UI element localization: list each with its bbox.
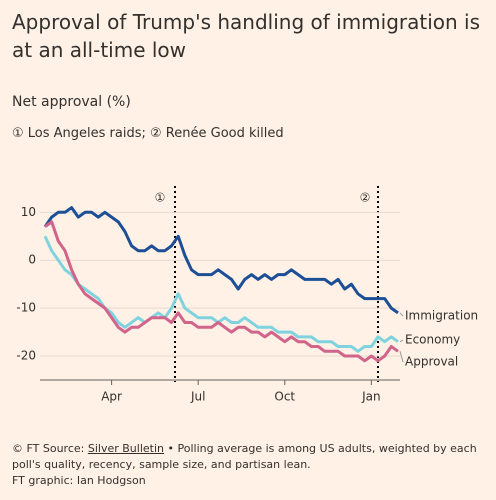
source-link[interactable]: Silver Bulletin: [87, 442, 164, 455]
x-tick-label: Jan: [361, 390, 381, 404]
y-tick-label: -20: [16, 349, 36, 363]
title: Approval of Trump's handling of immigrat…: [12, 10, 481, 62]
legend-label: Immigration: [405, 309, 478, 323]
label-leader: [399, 312, 404, 317]
event-marker: ②: [360, 191, 371, 205]
series-line: [43, 235, 399, 353]
subtitle: Net approval (%): [12, 94, 131, 110]
footer: © FT Source: Silver Bulletin • Polling a…: [12, 441, 490, 489]
series-line: [44, 220, 399, 363]
copyright: © FT: [12, 442, 40, 455]
legend-label: Approval: [405, 355, 458, 369]
label-leader: [399, 351, 404, 363]
y-tick-label: 0: [28, 253, 36, 267]
credit: FT graphic: Ian Hodgson: [12, 474, 146, 487]
y-tick-label: -10: [16, 301, 36, 315]
x-tick-label: Jul: [190, 390, 205, 404]
source-note: • Polling average is among US adults, we…: [12, 442, 477, 471]
x-tick-label: Apr: [101, 390, 122, 404]
source-label: Source:: [42, 442, 85, 455]
legend-label: Economy: [405, 333, 460, 347]
x-tick-label: Oct: [274, 390, 295, 404]
note: ① Los Angeles raids; ② Renée Good killed: [12, 126, 284, 141]
event-marker: ①: [155, 191, 166, 205]
series-line: [43, 206, 399, 315]
label-leader: [399, 339, 404, 343]
y-tick-label: 10: [21, 205, 36, 219]
